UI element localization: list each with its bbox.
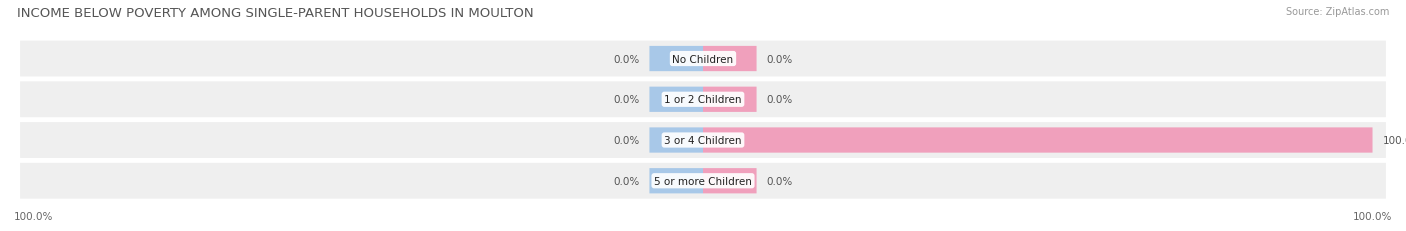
- Text: INCOME BELOW POVERTY AMONG SINGLE-PARENT HOUSEHOLDS IN MOULTON: INCOME BELOW POVERTY AMONG SINGLE-PARENT…: [17, 7, 533, 20]
- Text: 3 or 4 Children: 3 or 4 Children: [664, 135, 742, 145]
- FancyBboxPatch shape: [703, 128, 1372, 153]
- Text: Source: ZipAtlas.com: Source: ZipAtlas.com: [1285, 7, 1389, 17]
- FancyBboxPatch shape: [650, 87, 703, 112]
- Text: 5 or more Children: 5 or more Children: [654, 176, 752, 186]
- FancyBboxPatch shape: [703, 47, 756, 72]
- FancyBboxPatch shape: [703, 87, 756, 112]
- Text: 1 or 2 Children: 1 or 2 Children: [664, 95, 742, 105]
- FancyBboxPatch shape: [650, 168, 703, 194]
- Text: 0.0%: 0.0%: [613, 54, 640, 64]
- Text: 0.0%: 0.0%: [766, 54, 793, 64]
- FancyBboxPatch shape: [20, 41, 1386, 77]
- FancyBboxPatch shape: [650, 47, 703, 72]
- Text: 0.0%: 0.0%: [613, 135, 640, 145]
- FancyBboxPatch shape: [20, 163, 1386, 199]
- FancyBboxPatch shape: [650, 128, 703, 153]
- FancyBboxPatch shape: [703, 168, 756, 194]
- FancyBboxPatch shape: [20, 123, 1386, 158]
- Text: 0.0%: 0.0%: [613, 176, 640, 186]
- Text: 100.0%: 100.0%: [1382, 135, 1406, 145]
- FancyBboxPatch shape: [20, 82, 1386, 118]
- Text: 0.0%: 0.0%: [766, 95, 793, 105]
- Text: 0.0%: 0.0%: [613, 95, 640, 105]
- Text: 0.0%: 0.0%: [766, 176, 793, 186]
- Text: No Children: No Children: [672, 54, 734, 64]
